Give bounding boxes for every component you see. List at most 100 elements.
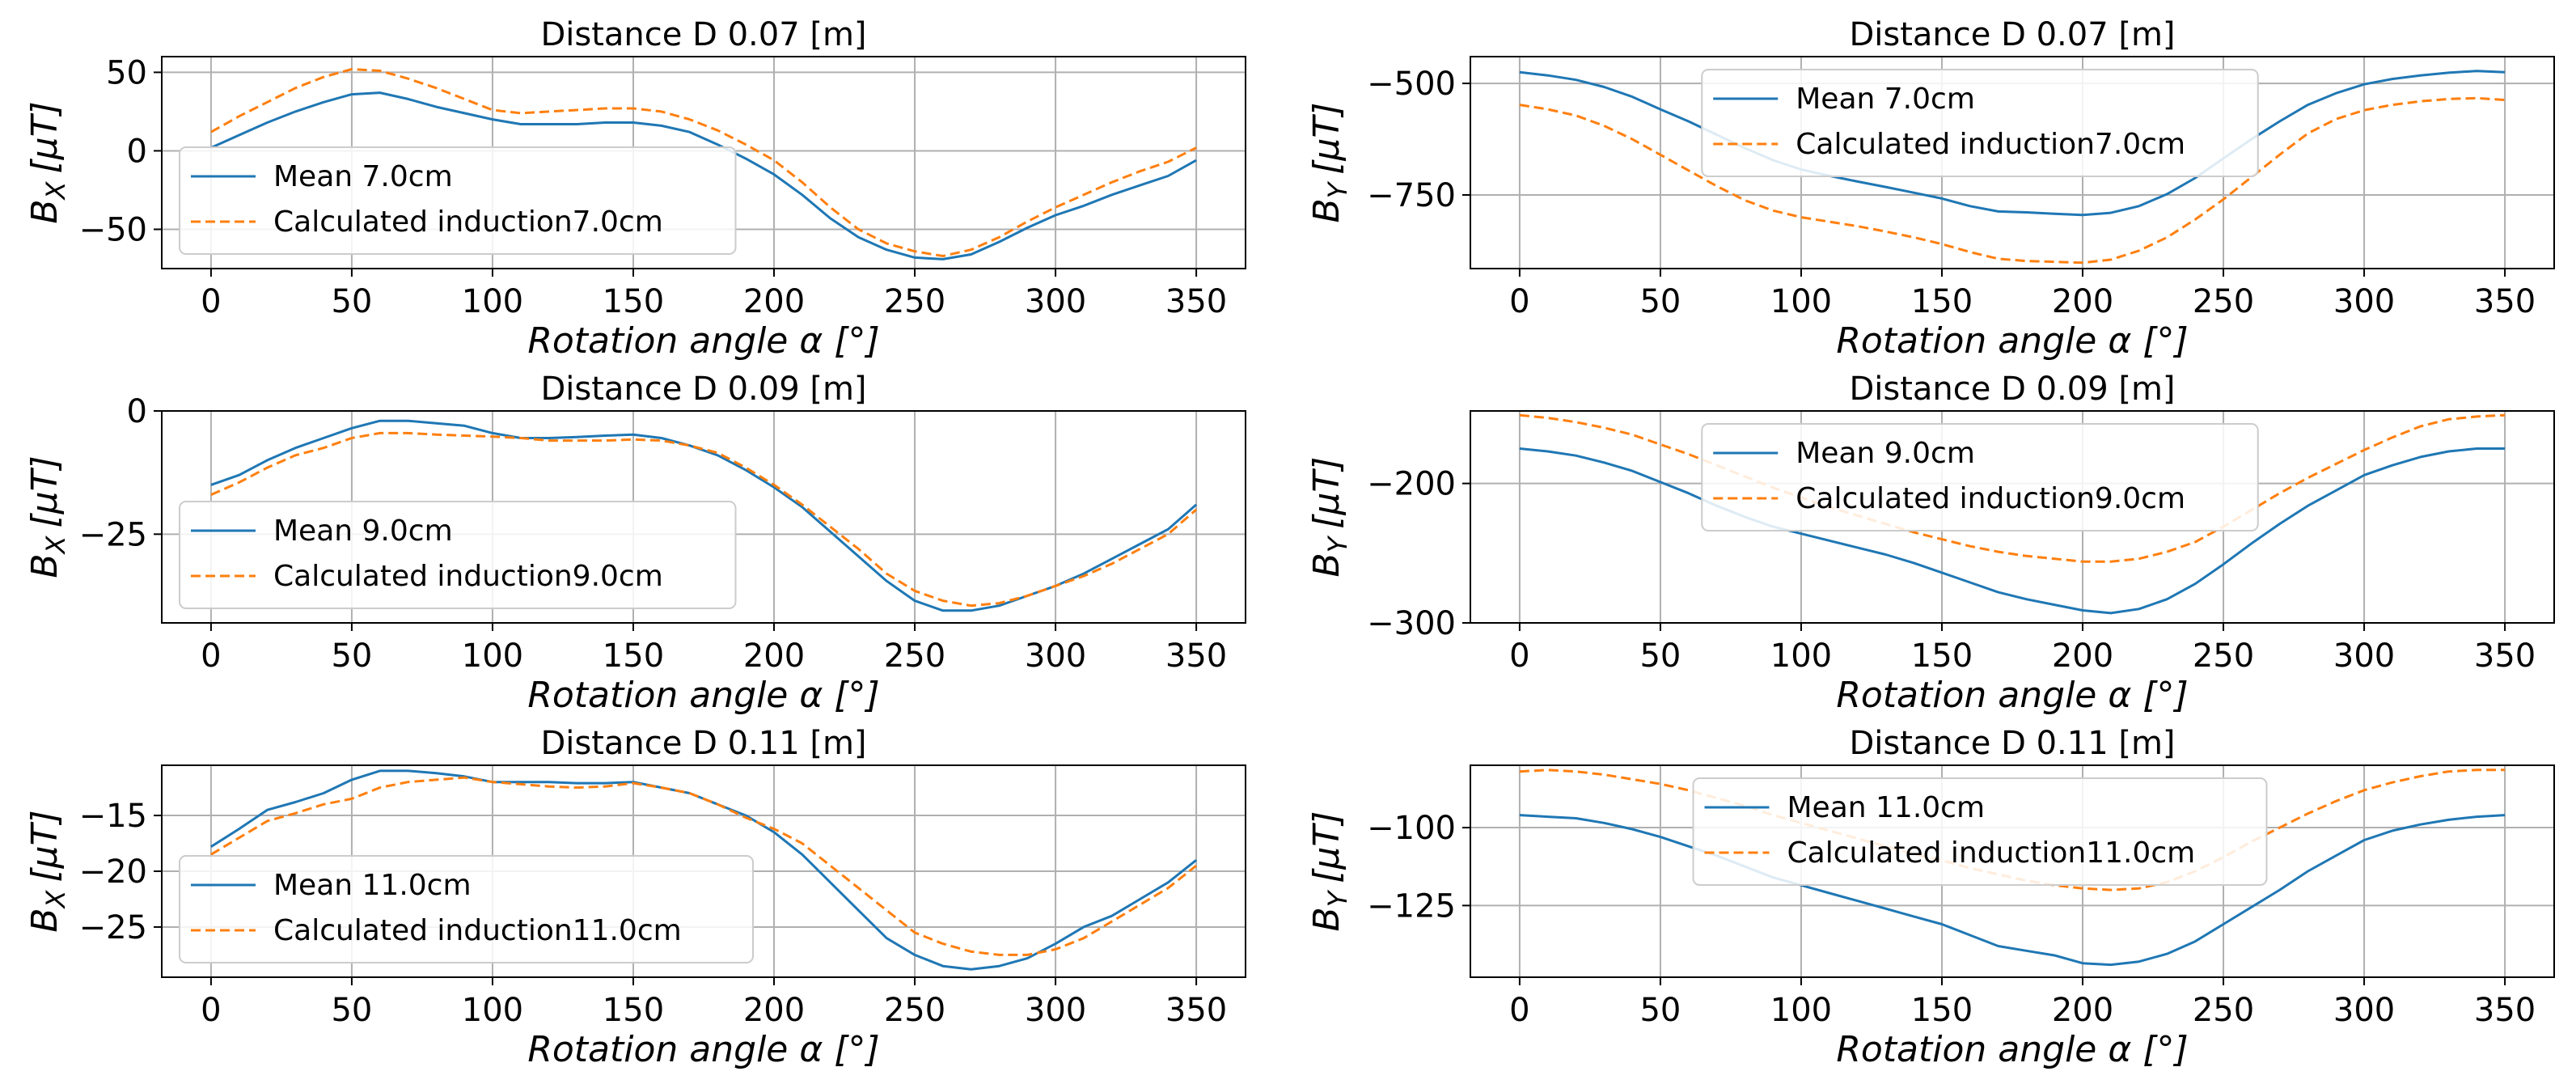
x-tick-label: 100 xyxy=(1770,637,1832,675)
legend-box xyxy=(1701,423,2259,531)
x-tick-label: 300 xyxy=(2333,283,2395,320)
legend: Mean 11.0cm Calculated induction11.0cm xyxy=(179,855,754,963)
x-tick-label: 0 xyxy=(1509,637,1529,675)
legend: Mean 7.0cm Calculated induction7.0cm xyxy=(1701,69,2259,177)
series-line-mean xyxy=(1519,814,2506,967)
subplot-1: 0 50 100 150 200 250 300 350 −50 0 50 Distance D 0.… xyxy=(24,16,1246,362)
x-tick-label: 350 xyxy=(2474,637,2536,675)
legend-label: Mean 7.0cm xyxy=(1796,83,1975,116)
legend-label: Mean 11.0cm xyxy=(1787,791,1986,824)
series-line-calculated xyxy=(1519,769,2506,891)
y-axis-label: BY[μT] xyxy=(1306,811,1353,932)
legend: Mean 9.0cm Calculated induction9.0cm xyxy=(1701,423,2259,531)
y-axis-label: BY[μT] xyxy=(1306,103,1353,223)
x-tick-label: 50 xyxy=(331,283,372,320)
x-tick-label: 250 xyxy=(884,637,945,675)
subplot-3: 0 50 100 150 200 250 300 350 −25 0 Distance D 0.09… xyxy=(24,371,1246,716)
x-tick-label: 0 xyxy=(1509,992,1529,1029)
y-tick-label: −20 xyxy=(79,853,147,891)
legend-label: Mean 9.0cm xyxy=(1796,437,1975,470)
x-axis-label: Rotation angle α [°] xyxy=(1836,1029,2188,1070)
y-axis-label: BX[μT] xyxy=(24,101,71,223)
y-tick-label: −750 xyxy=(1367,177,1456,214)
x-tick-label: 200 xyxy=(743,283,805,320)
subplot-title: Distance D 0.11 [m] xyxy=(1849,725,2175,762)
x-tick-label: 150 xyxy=(603,283,664,320)
legend-label: Calculated induction11.0cm xyxy=(273,914,682,947)
y-tick-label: −500 xyxy=(1367,66,1456,103)
legend-box xyxy=(1692,777,2268,886)
y-tick-label: −25 xyxy=(79,516,147,553)
subplot-title: Distance D 0.09 [m] xyxy=(1849,371,2175,408)
legend-box xyxy=(179,855,754,963)
x-axis-label: Rotation angle α [°] xyxy=(527,320,879,362)
x-tick-label: 100 xyxy=(462,637,523,675)
y-tick-label: 50 xyxy=(106,54,147,91)
subplot-4: 0 50 100 150 200 250 300 350 −300 −200 Distance D … xyxy=(1306,371,2555,716)
legend-label: Calculated induction7.0cm xyxy=(1796,128,2185,161)
legend-box xyxy=(1701,69,2259,177)
y-tick-label: −200 xyxy=(1367,466,1456,503)
subplot-title: Distance D 0.09 [m] xyxy=(540,371,866,408)
legend: Mean 9.0cm Calculated induction9.0cm xyxy=(179,501,737,609)
x-tick-label: 250 xyxy=(884,283,945,320)
series-line-calculated xyxy=(1519,96,2506,265)
y-tick-label: −50 xyxy=(79,211,147,248)
subplot-6: 0 50 100 150 200 250 300 350 −125 −100 Distance D … xyxy=(1306,725,2555,1070)
legend: Mean 7.0cm Calculated induction7.0cm xyxy=(179,146,737,255)
subplot-title: Distance D 0.11 [m] xyxy=(540,725,866,762)
x-tick-label: 50 xyxy=(1639,637,1681,675)
x-tick-label: 350 xyxy=(2474,283,2536,320)
x-tick-label: 100 xyxy=(462,283,523,320)
axes-frame xyxy=(1470,410,2555,624)
x-tick-label: 200 xyxy=(2052,637,2113,675)
x-tick-label: 100 xyxy=(1770,992,1832,1029)
axes-frame xyxy=(161,56,1246,269)
x-tick-label: 200 xyxy=(2052,992,2113,1029)
x-tick-label: 250 xyxy=(2193,283,2254,320)
legend: Mean 11.0cm Calculated induction11.0cm xyxy=(1692,777,2268,886)
x-tick-label: 200 xyxy=(2052,283,2113,320)
x-tick-label: 300 xyxy=(2333,637,2395,675)
x-tick-label: 150 xyxy=(1911,992,1973,1029)
x-tick-label: 350 xyxy=(1165,637,1227,675)
legend-label: Mean 7.0cm xyxy=(273,160,453,193)
x-tick-label: 350 xyxy=(2474,992,2536,1029)
x-tick-label: 300 xyxy=(1025,637,1086,675)
x-tick-label: 100 xyxy=(462,992,523,1029)
x-tick-label: 200 xyxy=(743,637,805,675)
legend-label: Calculated induction9.0cm xyxy=(273,560,663,593)
y-axis-label: BY[μT] xyxy=(1306,457,1353,578)
legend-label: Calculated induction11.0cm xyxy=(1787,836,2196,870)
legend-label: Mean 11.0cm xyxy=(273,869,472,902)
x-tick-label: 100 xyxy=(1770,283,1832,320)
series-line-mean xyxy=(1519,70,2506,217)
series-line-mean xyxy=(210,91,1197,260)
legend-box xyxy=(179,501,737,609)
x-tick-label: 150 xyxy=(603,992,664,1029)
x-tick-label: 300 xyxy=(2333,992,2395,1029)
series-line-calculated xyxy=(210,776,1198,956)
y-tick-label: 0 xyxy=(127,393,147,430)
x-tick-label: 200 xyxy=(743,992,805,1029)
axes-frame xyxy=(161,410,1246,624)
x-tick-label: 150 xyxy=(603,637,664,675)
y-tick-label: −125 xyxy=(1367,887,1456,925)
subplot-5: 0 50 100 150 200 250 300 350 −25 −20 −15 Distance D… xyxy=(24,725,1246,1070)
series-line-mean xyxy=(1519,447,2506,615)
legend-box xyxy=(179,146,737,255)
series-line-calculated xyxy=(1519,413,2506,563)
x-tick-label: 350 xyxy=(1165,992,1227,1029)
y-axis-label: BX[μT] xyxy=(24,810,71,932)
series-line-calculated xyxy=(210,68,1197,257)
x-tick-label: 250 xyxy=(884,992,945,1029)
axes-frame xyxy=(1470,56,2555,269)
x-tick-label: 300 xyxy=(1025,283,1086,320)
x-tick-label: 50 xyxy=(1639,283,1681,320)
legend-label: Calculated induction7.0cm xyxy=(273,205,663,239)
x-axis-label: Rotation angle α [°] xyxy=(1836,320,2188,362)
y-axis-label: BX[μT] xyxy=(24,455,71,578)
x-tick-label: 250 xyxy=(2193,992,2254,1029)
series-line-calculated xyxy=(210,431,1198,608)
